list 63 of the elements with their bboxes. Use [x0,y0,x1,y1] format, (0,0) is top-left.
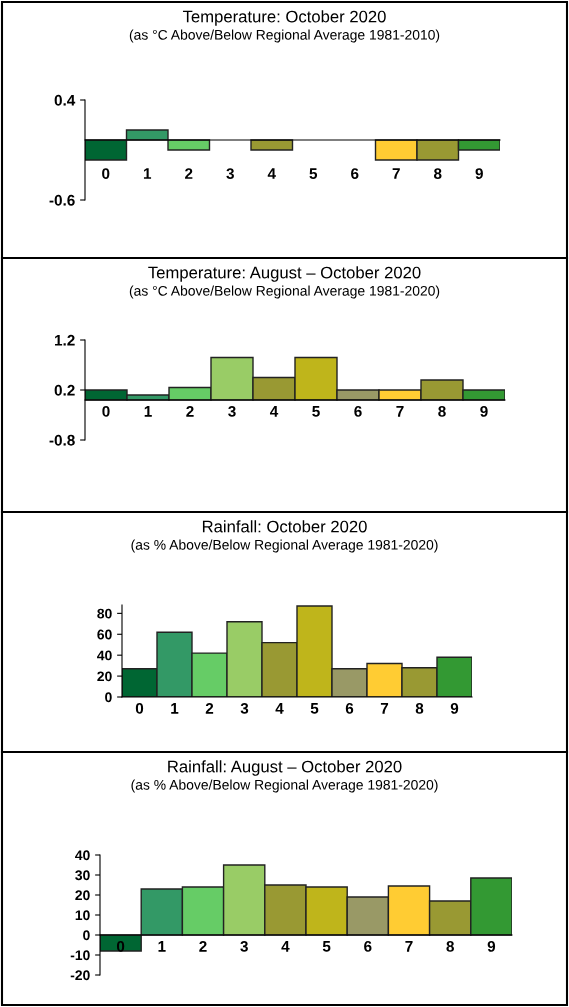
x-tick-label: 4 [267,168,276,179]
y-tick-label: 80 [97,608,112,619]
y-tick-label: 0 [83,930,90,941]
chart-subtitle: (as °C Above/Below Regional Average 1981-2020) [129,285,440,299]
x-tick-label: 6 [351,168,359,179]
chart-title: Temperature: October 2020 [182,10,386,26]
x-tick-label: 3 [226,168,234,180]
x-tick-label: 3 [240,940,248,952]
x-tick-label: 7 [405,941,413,952]
y-tick-label: 10 [75,910,90,921]
x-tick-label: 3 [228,405,236,417]
x-tick-label: 5 [322,941,331,952]
chart-subtitle: (as °C Above/Below Regional Average 1981-2010) [129,29,440,43]
x-tick-label: 8 [433,168,442,179]
y-tick-label: 1.2 [55,334,75,346]
x-tick-label: 5 [312,406,320,417]
x-tick-label: 8 [438,405,446,417]
x-tick-label: 6 [364,940,372,952]
x-tick-label: 5 [309,168,318,179]
x-tick-label: 7 [396,406,404,417]
x-tick-label: 4 [275,703,284,714]
chart-title: Rainfall: August – October 2020 [168,760,402,776]
y-tick-label: -0.8 [49,434,75,446]
x-tick-label: 2 [205,702,214,714]
chart-subtitle: (as % Above/Below Regional Average 1981-2020) [131,779,438,793]
x-tick-label: 8 [446,940,454,952]
x-tick-label: 1 [171,703,179,714]
x-tick-label: 9 [480,405,488,417]
y-tick-label: 20 [97,671,112,682]
x-tick-label: 1 [143,168,152,179]
y-tick-label: 20 [75,890,90,901]
x-tick-label: 0 [116,940,125,952]
x-tick-label: 4 [269,406,279,417]
x-tick-label: 2 [199,940,207,952]
y-tick-label: 30 [75,870,90,881]
y-tick-label: 0.4 [54,94,76,106]
chart-title: Temperature: August – October 2020 [148,266,421,282]
x-tick-label: 8 [415,702,424,714]
y-tick-label: 40 [97,650,112,661]
x-tick-label: 9 [487,940,496,952]
x-tick-label: 1 [158,941,166,952]
y-tick-label: -20 [70,970,90,981]
x-tick-label: 2 [185,168,193,179]
x-tick-label: 2 [186,405,194,417]
x-tick-label: 9 [450,702,459,714]
y-tick-label: 60 [97,629,112,640]
x-tick-label: 3 [240,702,249,714]
y-tick-label: -0.6 [49,194,75,206]
x-tick-label: 4 [281,941,290,952]
x-tick-label: 0 [135,702,144,714]
y-tick-label: -10 [70,950,90,961]
y-tick-label: 0.2 [54,384,75,396]
chart-subtitle: (as % Above/Below Regional Average 1981-2020) [131,539,438,553]
x-tick-label: 7 [392,168,400,179]
y-tick-label: 40 [75,850,90,861]
x-tick-label: 9 [475,168,483,179]
chart-title: Rainfall: October 2020 [202,520,367,533]
x-tick-label: 1 [144,406,152,417]
x-tick-label: 6 [354,405,362,417]
x-tick-label: 6 [345,702,354,714]
y-tick-label: 0 [105,692,112,703]
x-tick-label: 5 [310,703,319,714]
x-tick-label: 7 [380,703,389,714]
